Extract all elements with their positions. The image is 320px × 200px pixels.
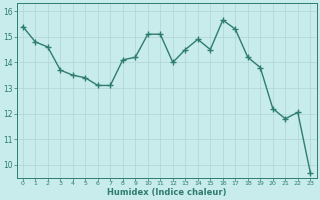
X-axis label: Humidex (Indice chaleur): Humidex (Indice chaleur) bbox=[107, 188, 226, 197]
